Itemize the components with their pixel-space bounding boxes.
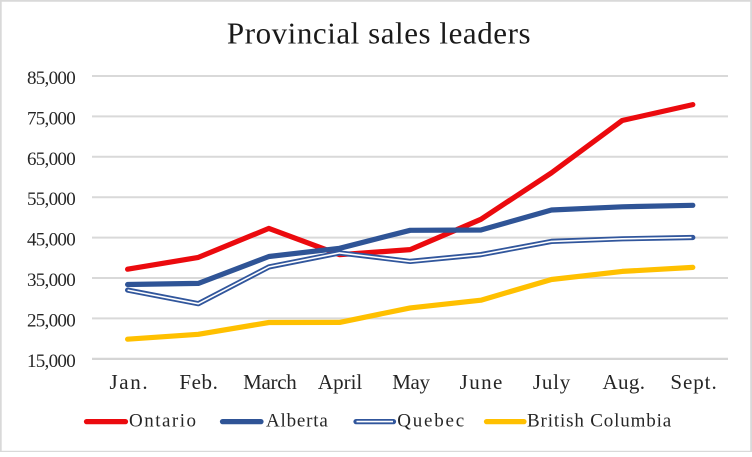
svg-text:25,000: 25,000 [27, 310, 75, 331]
svg-text:May: May [392, 370, 430, 394]
svg-text:March: March [243, 370, 297, 394]
svg-text:Quebec: Quebec [397, 411, 466, 432]
svg-text:55,000: 55,000 [27, 189, 75, 210]
svg-text:April: April [318, 370, 362, 394]
svg-text:Ontario: Ontario [129, 411, 198, 432]
svg-text:July: July [533, 370, 571, 394]
svg-text:British Columbia: British Columbia [527, 411, 672, 432]
svg-text:75,000: 75,000 [27, 109, 75, 130]
svg-text:June: June [460, 370, 504, 394]
svg-text:15,000: 15,000 [27, 351, 75, 372]
svg-text:45,000: 45,000 [27, 230, 75, 251]
svg-text:Feb.: Feb. [179, 370, 218, 394]
svg-text:35,000: 35,000 [27, 270, 75, 291]
svg-text:Provincial sales leaders: Provincial sales leaders [227, 16, 531, 51]
svg-text:Aug.: Aug. [602, 370, 645, 394]
svg-text:85,000: 85,000 [27, 68, 75, 89]
svg-text:Alberta: Alberta [266, 411, 329, 432]
svg-text:Sept.: Sept. [670, 370, 717, 394]
svg-text:Jan.: Jan. [109, 370, 149, 394]
svg-text:65,000: 65,000 [27, 149, 75, 170]
